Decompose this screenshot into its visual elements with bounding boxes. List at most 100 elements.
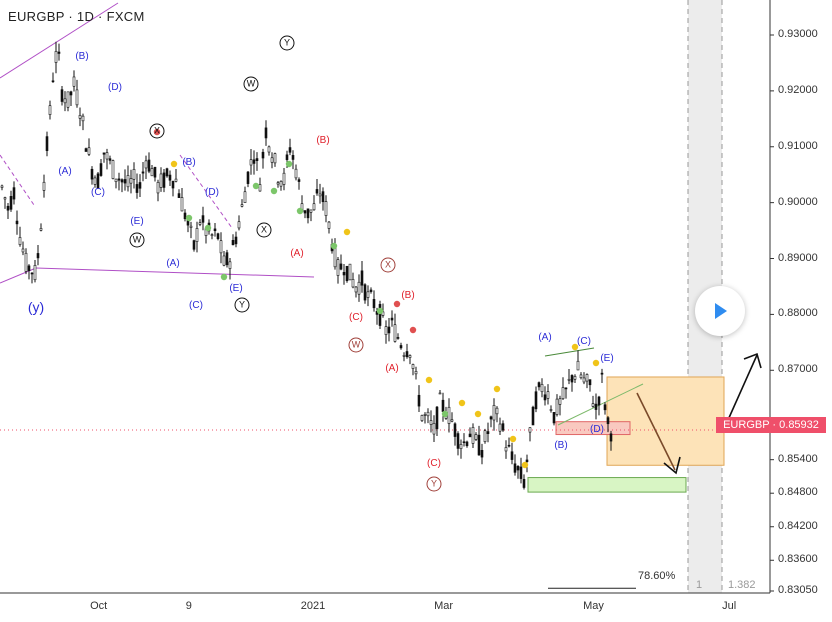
bullish-arrowhead	[743, 352, 762, 369]
candle-body	[219, 240, 223, 254]
wave-marker-dot	[521, 461, 529, 469]
candle-body	[510, 451, 514, 460]
badge-price: 0.85932	[779, 419, 819, 431]
fib-level-label: 78.60%	[638, 570, 676, 582]
candle-body	[192, 240, 196, 250]
wave-marker-dot	[409, 326, 417, 334]
candle-body	[339, 263, 343, 270]
wave-label: X	[380, 257, 396, 273]
candle-body	[105, 152, 109, 160]
candle-body	[507, 444, 511, 447]
candle-body	[597, 396, 601, 406]
candle-body	[282, 172, 286, 185]
candle-body	[468, 433, 472, 438]
candle-body	[159, 173, 163, 188]
candle-body	[81, 115, 85, 122]
candle-body	[201, 215, 205, 223]
replay-play-button[interactable]	[695, 286, 745, 336]
candle-body	[570, 375, 574, 383]
badge-symbol: EURGBP	[723, 419, 770, 431]
time-tick-label: May	[583, 600, 604, 612]
candle-body	[261, 151, 265, 159]
candle-body	[198, 222, 202, 225]
wave-label: (C)	[91, 187, 105, 199]
candle-body	[369, 289, 373, 292]
wave-label: (A)	[166, 258, 180, 270]
candle-body	[174, 178, 178, 182]
candle-body	[51, 80, 55, 83]
wave-label: (B)	[182, 156, 196, 168]
candle-body	[27, 265, 31, 271]
candle-body	[42, 181, 46, 191]
candle-body	[72, 76, 76, 87]
candle-body	[162, 172, 166, 188]
candle-body	[165, 168, 169, 177]
candle-body	[225, 252, 229, 266]
price-tick-label: 0.83050	[778, 584, 818, 596]
wave-label: (B)	[75, 51, 89, 63]
candle-body	[483, 430, 487, 443]
candle-body	[558, 398, 562, 405]
candle-body	[243, 191, 247, 203]
wedge-lower-line	[557, 383, 644, 426]
candle-body	[582, 377, 586, 383]
candle-body	[222, 255, 226, 266]
candle-body	[429, 420, 433, 425]
candle-body	[234, 236, 238, 245]
candle-body	[90, 168, 94, 180]
candle-body	[450, 419, 454, 422]
candle-body	[573, 376, 577, 380]
last-price-badge: EURGBP · 0.85932	[716, 417, 826, 433]
candle-body	[21, 248, 25, 253]
candle-body	[498, 423, 502, 432]
wave-label: W	[129, 232, 145, 248]
candle-body	[552, 412, 556, 424]
candle-body	[150, 168, 154, 177]
wave-marker-dot	[170, 160, 178, 168]
candle-body	[189, 225, 193, 228]
interval-label: 1D	[76, 9, 95, 24]
candle-body	[153, 166, 157, 178]
time-tick-label: 2021	[300, 600, 326, 612]
candle-body	[303, 210, 307, 214]
candle-body	[555, 398, 559, 415]
candle-body	[603, 404, 607, 411]
candle-body	[114, 178, 118, 183]
candle-body	[480, 450, 484, 458]
candle-body	[459, 444, 463, 449]
wave-label: (A)	[538, 331, 552, 343]
candle-body	[306, 208, 310, 219]
candle-body	[513, 463, 517, 473]
candle-body	[126, 175, 130, 188]
candle-body	[315, 189, 319, 194]
price-tick-label: 0.92000	[778, 83, 818, 96]
candle-body	[12, 187, 16, 200]
candle-body	[120, 179, 124, 183]
candle-body	[264, 127, 268, 139]
candle-body	[33, 264, 37, 281]
candle-body	[540, 384, 544, 393]
candle-body	[486, 431, 490, 434]
candle-body	[354, 286, 358, 293]
source-label: FXCM	[106, 9, 145, 24]
candle-body	[258, 184, 262, 192]
candle-body	[456, 433, 460, 449]
wave-marker-dot	[252, 182, 260, 190]
wave-marker-dot	[204, 224, 212, 232]
candle-body	[366, 291, 370, 298]
price-tick-label: 0.87000	[778, 363, 818, 376]
candle-body	[108, 158, 112, 161]
wave-marker-dot	[441, 410, 449, 418]
wave-label: W	[348, 337, 364, 353]
candle-body	[378, 304, 382, 326]
candle-body	[318, 193, 322, 197]
candle-body	[426, 411, 430, 417]
wave-label: (C)	[189, 300, 203, 311]
candle-body	[600, 372, 604, 375]
candle-body	[297, 179, 301, 182]
candle-body	[522, 478, 526, 488]
candle-body	[543, 394, 547, 401]
wave-label: (D)	[108, 82, 122, 94]
candle-body	[246, 171, 250, 184]
candle-body	[249, 159, 253, 166]
